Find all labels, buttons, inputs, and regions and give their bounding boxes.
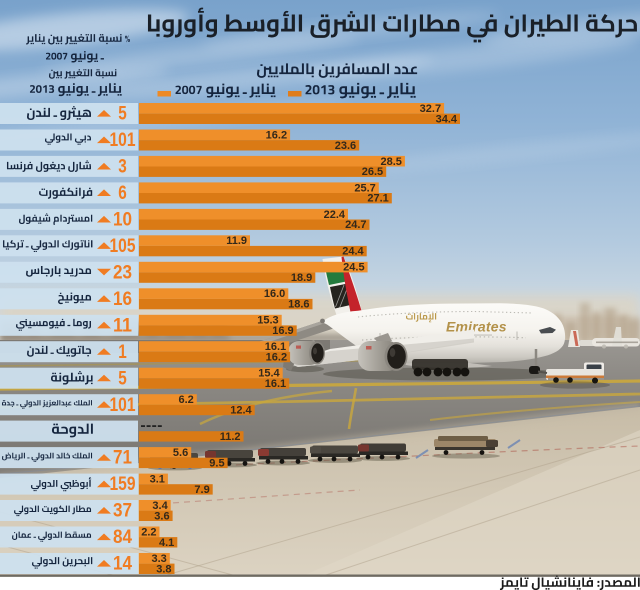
- svg-text:6: 6: [118, 183, 127, 204]
- svg-text:16.2: 16.2: [266, 129, 287, 141]
- svg-text:5: 5: [118, 104, 127, 125]
- svg-text:14: 14: [113, 554, 132, 575]
- svg-text:23.6: 23.6: [335, 140, 356, 152]
- svg-text:16.2: 16.2: [266, 352, 287, 364]
- svg-text:101: 101: [110, 395, 136, 416]
- svg-text:3.8: 3.8: [156, 563, 171, 575]
- svg-text:15.4: 15.4: [258, 368, 280, 380]
- svg-text:11.9: 11.9: [226, 235, 247, 247]
- svg-text:84: 84: [113, 527, 132, 548]
- svg-text:1: 1: [118, 342, 127, 363]
- svg-text:7.9: 7.9: [194, 484, 209, 496]
- svg-text:28.5: 28.5: [380, 156, 401, 168]
- svg-text:3.6: 3.6: [154, 510, 169, 522]
- svg-text:15.3: 15.3: [257, 315, 278, 327]
- svg-text:3.3: 3.3: [152, 553, 167, 565]
- svg-text:3: 3: [118, 157, 127, 178]
- svg-text:26.5: 26.5: [362, 166, 383, 178]
- svg-text:10: 10: [113, 210, 132, 231]
- svg-text:37: 37: [113, 501, 132, 522]
- svg-text:23: 23: [113, 262, 132, 283]
- svg-text:Emirates: Emirates: [446, 319, 507, 335]
- svg-text:2.2: 2.2: [141, 526, 156, 538]
- svg-text:9.5: 9.5: [209, 457, 224, 469]
- svg-text:34.4: 34.4: [436, 113, 458, 125]
- svg-text:105: 105: [110, 236, 136, 257]
- svg-text:16: 16: [113, 289, 132, 310]
- svg-text:25.7: 25.7: [354, 182, 375, 194]
- svg-text:4.1: 4.1: [159, 537, 174, 549]
- svg-text:18.9: 18.9: [291, 272, 312, 284]
- svg-text:3.4: 3.4: [152, 500, 168, 512]
- svg-text:12.4: 12.4: [230, 405, 252, 417]
- svg-text:22.4: 22.4: [324, 209, 346, 221]
- svg-text:27.1: 27.1: [367, 193, 388, 205]
- svg-text:71: 71: [113, 448, 132, 469]
- svg-text:18.6: 18.6: [288, 299, 309, 311]
- svg-text:24.7: 24.7: [345, 219, 366, 231]
- svg-text:16.1: 16.1: [265, 341, 286, 353]
- svg-text:5.6: 5.6: [173, 447, 188, 459]
- svg-text:3.1: 3.1: [150, 474, 165, 486]
- svg-text:5: 5: [118, 368, 127, 389]
- svg-text:24.5: 24.5: [343, 262, 364, 274]
- svg-text:6.2: 6.2: [179, 394, 194, 406]
- svg-text:101: 101: [110, 130, 136, 151]
- svg-text:16.0: 16.0: [264, 288, 285, 300]
- svg-text:16.9: 16.9: [272, 325, 293, 337]
- svg-text:32.7: 32.7: [420, 103, 441, 115]
- svg-text:16.1: 16.1: [265, 378, 286, 390]
- svg-text:24.4: 24.4: [342, 246, 364, 258]
- svg-text:159: 159: [110, 474, 136, 495]
- svg-text:11.2: 11.2: [220, 431, 241, 443]
- svg-text:11: 11: [113, 315, 132, 336]
